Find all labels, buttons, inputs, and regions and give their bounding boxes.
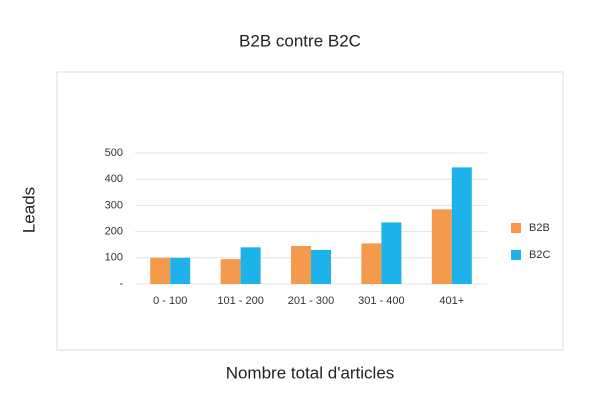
bar <box>311 249 331 284</box>
legend-swatch <box>511 223 521 233</box>
bar <box>150 257 171 284</box>
bar <box>361 243 382 284</box>
x-axis-label: Nombre total d'articles <box>226 363 395 382</box>
x-tick-label: 0 - 100 <box>153 295 187 307</box>
chart-title: B2B contre B2C <box>239 31 361 50</box>
bar <box>431 209 452 284</box>
legend-swatch <box>511 250 521 260</box>
legend-label: B2B <box>529 222 550 234</box>
y-tick-label: 100 <box>105 252 123 264</box>
bar <box>170 257 191 284</box>
bar <box>381 222 402 284</box>
x-tick-label: 201 - 300 <box>288 295 334 307</box>
x-tick-label: 401+ <box>439 295 464 307</box>
bar <box>291 246 311 284</box>
y-tick-label: 400 <box>105 173 123 185</box>
bar <box>220 259 241 284</box>
bar <box>451 167 472 284</box>
x-tick-label: 101 - 200 <box>217 295 263 307</box>
y-tick-label: 500 <box>105 147 123 159</box>
chart-panel <box>56 71 564 351</box>
bar <box>240 247 261 284</box>
y-tick-label: 200 <box>105 226 123 238</box>
y-tick-label: - <box>119 278 123 290</box>
legend-label: B2C <box>529 249 550 261</box>
y-tick-label: 300 <box>105 199 123 211</box>
x-tick-label: 301 - 400 <box>358 295 404 307</box>
y-axis-label: Leads <box>19 187 38 233</box>
